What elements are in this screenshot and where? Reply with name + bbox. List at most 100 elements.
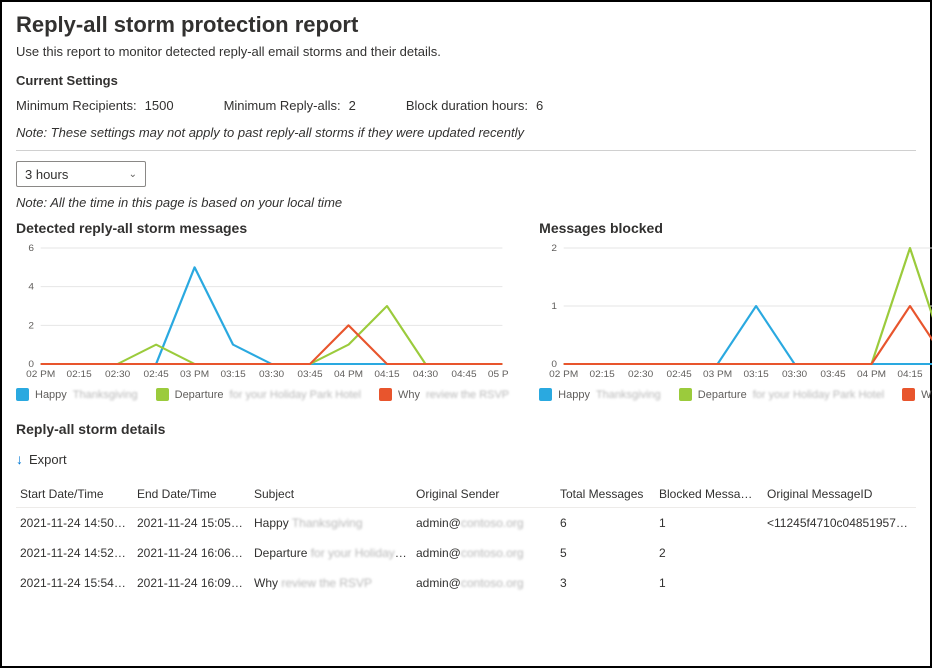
table-column-header: Subject [250, 481, 412, 508]
table-cell: 2021-11-24 15:05:49 [133, 508, 250, 539]
table-cell: 3 [556, 568, 655, 598]
svg-text:03:30: 03:30 [259, 369, 284, 379]
table-cell: admin@contoso.org [412, 538, 556, 568]
legend-item: Happy Thanksgiving [16, 388, 138, 401]
table-cell: 2021-11-24 14:50:53 [16, 508, 133, 539]
legend-label-blur: Thanksgiving [73, 389, 138, 401]
table-cell [763, 538, 916, 568]
legend-label: Departure [698, 389, 747, 401]
table-cell [763, 568, 916, 598]
svg-text:03:15: 03:15 [744, 369, 769, 379]
export-label: Export [29, 452, 67, 467]
table-column-header: Total Messages [556, 481, 655, 508]
svg-text:04:30: 04:30 [413, 369, 438, 379]
legend-label-blur: for your Holiday Park Hotel [230, 389, 361, 401]
table-row[interactable]: 2021-11-24 15:54:462021-11-24 16:09:49Wh… [16, 568, 916, 598]
min-recipients-value: 1500 [145, 98, 174, 113]
svg-text:02 PM: 02 PM [26, 369, 55, 379]
settings-note: Note: These settings may not apply to pa… [16, 125, 916, 140]
table-cell: <11245f4710c0485195742a1316c9e261@EX0 [763, 508, 916, 539]
table-cell: 1 [655, 508, 763, 539]
svg-text:03 PM: 03 PM [703, 369, 732, 379]
table-cell: 1 [655, 568, 763, 598]
legend-label: Happy [35, 389, 67, 401]
chart-blocked-title: Messages blocked [539, 220, 932, 236]
legend-item: Departure for your Holiday Park Hotel [156, 388, 361, 401]
svg-text:03:15: 03:15 [220, 369, 245, 379]
svg-text:02:30: 02:30 [628, 369, 653, 379]
svg-text:04 PM: 04 PM [334, 369, 363, 379]
table-column-header: Blocked Messages [655, 481, 763, 508]
legend-label: Departure [175, 389, 224, 401]
table-cell: Why review the RSVP [250, 568, 412, 598]
export-button[interactable]: ↓ Export [16, 451, 67, 467]
table-cell: 2 [655, 538, 763, 568]
svg-text:0: 0 [28, 359, 34, 369]
table-cell: 2021-11-24 16:09:49 [133, 568, 250, 598]
table-cell: 2021-11-24 15:54:46 [16, 568, 133, 598]
svg-text:6: 6 [28, 243, 34, 253]
min-replyalls-label: Minimum Reply-alls: [224, 98, 341, 113]
table-cell: admin@contoso.org [412, 568, 556, 598]
legend-swatch [679, 388, 692, 401]
svg-text:03:45: 03:45 [821, 369, 846, 379]
table-column-header: End Date/Time [133, 481, 250, 508]
svg-text:02:15: 02:15 [67, 369, 92, 379]
table-header-row: Start Date/TimeEnd Date/TimeSubjectOrigi… [16, 481, 916, 508]
time-range-dropdown[interactable]: 3 hours ⌄ [16, 161, 146, 187]
download-icon: ↓ [16, 451, 23, 467]
min-replyalls-value: 2 [349, 98, 356, 113]
svg-text:03:30: 03:30 [782, 369, 807, 379]
table-cell: Happy Thanksgiving [250, 508, 412, 539]
legend-swatch [156, 388, 169, 401]
legend-swatch [902, 388, 915, 401]
timezone-note: Note: All the time in this page is based… [16, 195, 916, 210]
page-title: Reply-all storm protection report [16, 12, 916, 38]
svg-text:02:45: 02:45 [667, 369, 692, 379]
svg-text:1: 1 [551, 301, 557, 311]
svg-text:04:15: 04:15 [374, 369, 399, 379]
legend-swatch [379, 388, 392, 401]
chart-blocked-block: Messages blocked 01202 PM02:1502:3002:45… [539, 220, 932, 401]
legend-label: Why [398, 389, 420, 401]
chart-detected-title: Detected reply-all storm messages [16, 220, 509, 236]
svg-text:04 PM: 04 PM [857, 369, 886, 379]
legend-label-blur: for your Holiday Park Hotel [753, 389, 884, 401]
chart-blocked: 01202 PM02:1502:3002:4503 PM03:1503:3003… [539, 242, 932, 382]
svg-text:04:45: 04:45 [451, 369, 476, 379]
table-row[interactable]: 2021-11-24 14:50:532021-11-24 15:05:49Ha… [16, 508, 916, 539]
svg-text:2: 2 [28, 321, 34, 331]
legend-item: Happy Thanksgiving [539, 388, 661, 401]
chart-detected-block: Detected reply-all storm messages 024602… [16, 220, 509, 401]
legend-swatch [539, 388, 552, 401]
legend-item: Why review the RSVP [379, 388, 509, 401]
table-column-header: Original Sender [412, 481, 556, 508]
svg-text:02:15: 02:15 [590, 369, 615, 379]
legend-label-blur: Thanksgiving [596, 389, 661, 401]
table-cell: Departure for your Holiday Park Hotel [250, 538, 412, 568]
svg-text:02:45: 02:45 [143, 369, 168, 379]
legend-label: Why [921, 389, 932, 401]
table-cell: 2021-11-24 14:52:43 [16, 538, 133, 568]
svg-text:02:30: 02:30 [105, 369, 130, 379]
table-cell: 6 [556, 508, 655, 539]
block-duration-label: Block duration hours: [406, 98, 528, 113]
block-duration-value: 6 [536, 98, 543, 113]
page-subtitle: Use this report to monitor detected repl… [16, 44, 916, 59]
time-range-selected: 3 hours [25, 167, 68, 182]
svg-text:05 PM: 05 PM [488, 369, 509, 379]
details-title: Reply-all storm details [16, 421, 916, 437]
svg-text:0: 0 [551, 359, 557, 369]
settings-row: Minimum Recipients: 1500 Minimum Reply-a… [16, 98, 916, 113]
table-row[interactable]: 2021-11-24 14:52:432021-11-24 16:06:49De… [16, 538, 916, 568]
legend-blocked: Happy Thanksgiving Departure for your Hol… [539, 388, 932, 401]
table-column-header: Original MessageID [763, 481, 916, 508]
min-recipients-label: Minimum Recipients: [16, 98, 137, 113]
svg-text:04:15: 04:15 [898, 369, 923, 379]
legend-detected: Happy Thanksgiving Departure for your Hol… [16, 388, 509, 401]
table-cell: admin@contoso.org [412, 508, 556, 539]
table-column-header: Start Date/Time [16, 481, 133, 508]
chart-detected: 024602 PM02:1502:3002:4503 PM03:1503:300… [16, 242, 509, 382]
table-cell: 5 [556, 538, 655, 568]
legend-item: Why review the RSVP [902, 388, 932, 401]
